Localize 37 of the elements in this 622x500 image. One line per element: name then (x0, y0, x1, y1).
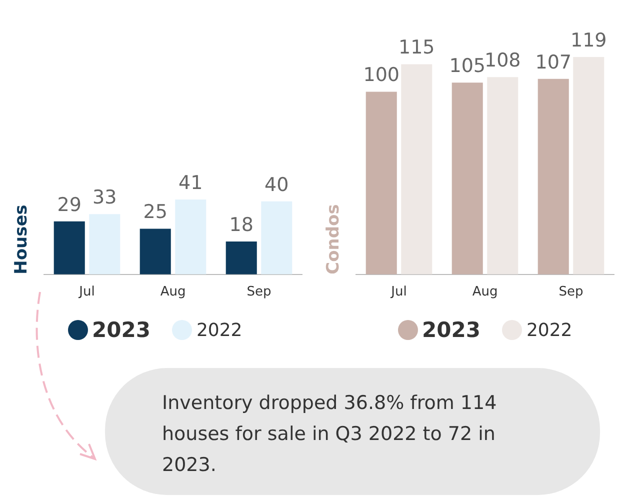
data-label: 105 (449, 55, 486, 78)
data-label: 41 (178, 172, 203, 194)
data-label: 25 (143, 201, 168, 224)
data-label: 33 (92, 186, 117, 209)
x-tick-label: Aug (472, 284, 498, 300)
legend-label: 2022 (526, 320, 572, 340)
x-tick-label: Jul (390, 284, 407, 300)
data-label: 100 (363, 64, 400, 86)
data-label: 115 (398, 36, 435, 59)
bar (452, 82, 483, 274)
data-label: 108 (484, 50, 521, 72)
y-axis-title: Houses (11, 204, 32, 274)
data-label: 119 (570, 29, 607, 52)
bar (538, 78, 569, 274)
data-label: 40 (264, 174, 289, 196)
data-label: 18 (229, 214, 254, 236)
bar (261, 201, 292, 274)
text: Inventory dropped 36.8% from 114 houses for sale in Q3 2022 to 72 in 2023. (162, 391, 498, 478)
legend-label: 2023 (422, 318, 480, 342)
bar (401, 64, 432, 274)
data-label: 29 (57, 194, 82, 216)
bar (366, 92, 397, 274)
x-tick-label: Aug (160, 284, 186, 300)
data-label: 107 (535, 51, 572, 74)
bar (54, 221, 85, 274)
legend-label: 2023 (92, 318, 150, 342)
bar (487, 77, 518, 274)
bar (573, 57, 604, 274)
x-tick-label: Sep (558, 284, 584, 300)
bar (175, 200, 206, 274)
bar (226, 242, 257, 274)
y-axis-title: Condos (323, 204, 344, 274)
legend-label: 2022 (196, 320, 242, 340)
x-tick-label: Jul (78, 284, 95, 300)
x-tick-label: Sep (246, 284, 272, 300)
bar (89, 214, 120, 274)
bar (140, 228, 171, 274)
